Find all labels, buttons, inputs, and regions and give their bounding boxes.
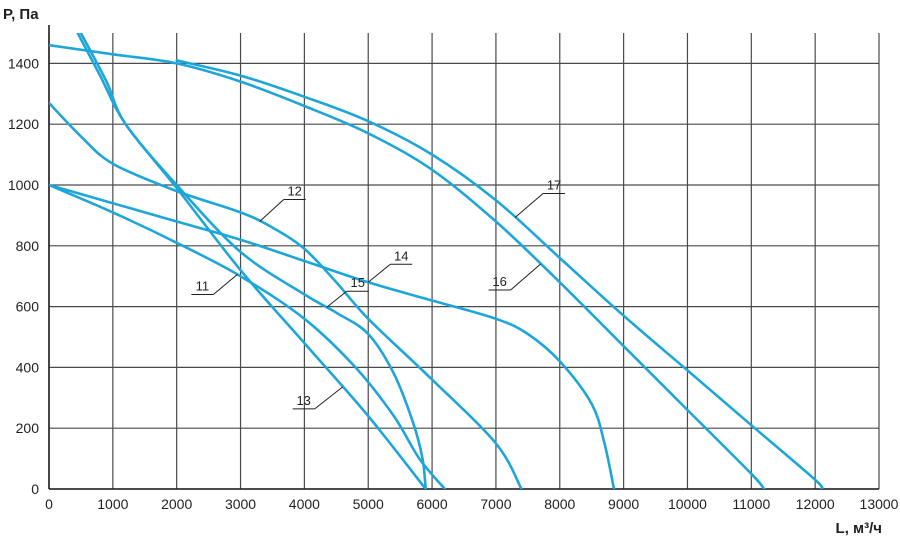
curve-number-label: 14 xyxy=(394,248,408,263)
curve-number-label: 13 xyxy=(296,393,310,408)
y-tick-label: 1400 xyxy=(8,55,39,71)
x-tick-label: 3000 xyxy=(225,496,256,512)
y-tick-label: 0 xyxy=(31,481,39,497)
x-tick-label: 9000 xyxy=(608,496,639,512)
y-tick-label: 600 xyxy=(16,299,40,315)
curve-14 xyxy=(49,183,616,489)
curve-number-label: 16 xyxy=(492,274,506,289)
x-tick-label: 1000 xyxy=(97,496,128,512)
x-axis-title: L, м³/ч xyxy=(836,520,882,537)
y-tick-label: 800 xyxy=(16,238,40,254)
x-tick-label: 5000 xyxy=(353,496,384,512)
leader-line xyxy=(367,263,391,283)
curve-13 xyxy=(76,33,427,489)
curve-number-label: 11 xyxy=(196,279,210,294)
curve-12 xyxy=(49,101,523,489)
leader-line xyxy=(510,263,541,291)
x-tick-label: 12000 xyxy=(796,496,835,512)
curve-17 xyxy=(175,59,824,489)
x-tick-label: 2000 xyxy=(161,496,192,512)
leader-line xyxy=(213,274,238,295)
y-tick-label: 400 xyxy=(16,359,40,375)
curve-15 xyxy=(79,33,427,489)
x-tick-label: 8000 xyxy=(544,496,575,512)
curve-number-label: 12 xyxy=(287,183,301,198)
curve-label-12: 12 xyxy=(259,183,306,222)
x-tick-label: 0 xyxy=(45,496,53,512)
grid xyxy=(48,33,880,490)
y-axis-title: P, Па xyxy=(3,6,39,23)
x-tick-label: 6000 xyxy=(416,496,447,512)
curve-label-15: 15 xyxy=(326,275,369,308)
curve-label-14: 14 xyxy=(367,248,413,283)
leader-line xyxy=(314,386,344,410)
x-tick-label: 13000 xyxy=(860,496,899,512)
x-tick-label: 4000 xyxy=(289,496,320,512)
curve-11 xyxy=(49,183,447,489)
curve-number-label: 15 xyxy=(350,275,364,290)
x-tick-label: 7000 xyxy=(480,496,511,512)
curve-label-11: 11 xyxy=(191,274,238,296)
y-tick-label: 1200 xyxy=(8,116,39,132)
y-tick-label: 1000 xyxy=(8,177,39,193)
x-tick-label: 10000 xyxy=(668,496,707,512)
curve-label-17: 17 xyxy=(514,178,566,218)
leader-line xyxy=(514,193,544,218)
curve-label-13: 13 xyxy=(292,386,344,410)
x-tick-label: 11000 xyxy=(732,496,770,512)
curve-16 xyxy=(49,43,766,489)
curve-label-16: 16 xyxy=(488,263,541,291)
leader-line xyxy=(259,199,285,222)
y-tick-label: 200 xyxy=(16,420,40,436)
leader-line xyxy=(326,290,348,308)
curve-number-label: 17 xyxy=(547,178,561,193)
curves xyxy=(49,33,824,489)
